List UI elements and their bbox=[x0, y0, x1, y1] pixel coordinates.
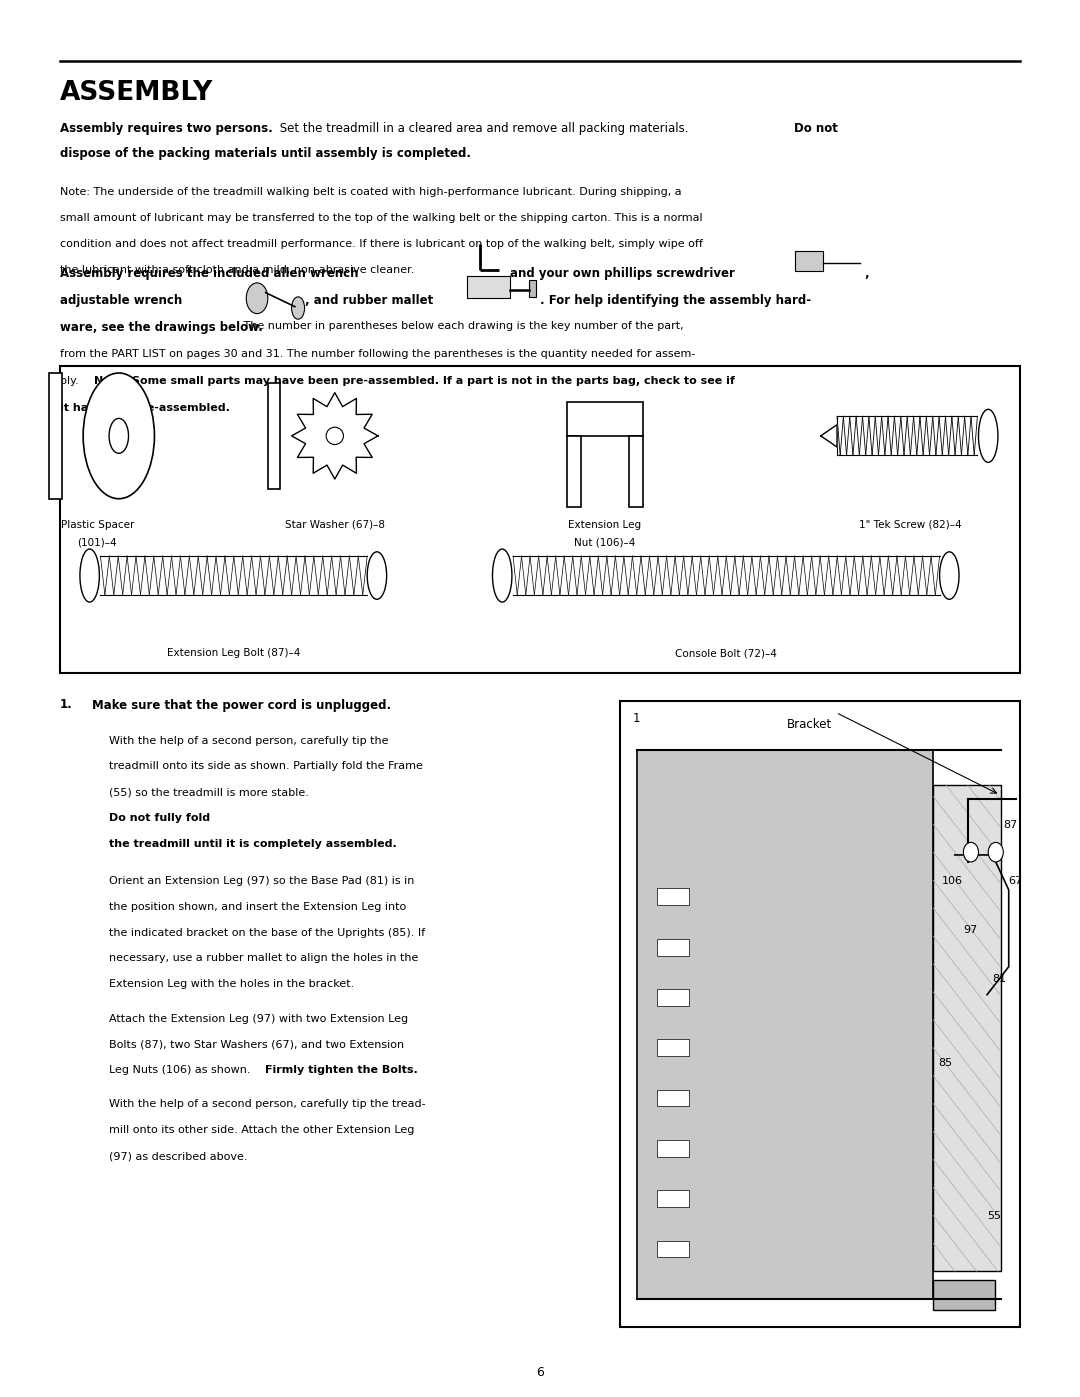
Circle shape bbox=[963, 842, 978, 862]
Text: Leg Nuts (106) as shown.: Leg Nuts (106) as shown. bbox=[108, 1066, 254, 1076]
Text: Plastic Spacer: Plastic Spacer bbox=[60, 520, 134, 529]
Text: Extension Leg: Extension Leg bbox=[568, 520, 642, 529]
Text: 97: 97 bbox=[963, 925, 977, 935]
Text: from the PART LIST on pages 30 and 31. The number following the parentheses is t: from the PART LIST on pages 30 and 31. T… bbox=[60, 348, 696, 359]
Bar bbox=[637, 750, 933, 1299]
Text: the position shown, and insert the Extension Leg into: the position shown, and insert the Exten… bbox=[108, 902, 406, 912]
Text: With the help of a second person, carefully tip the: With the help of a second person, carefu… bbox=[108, 736, 388, 746]
Ellipse shape bbox=[83, 373, 154, 499]
Ellipse shape bbox=[367, 552, 387, 599]
Text: 1.: 1. bbox=[60, 698, 72, 711]
Text: condition and does not affect treadmill performance. If there is lubricant on to: condition and does not affect treadmill … bbox=[60, 239, 703, 249]
Text: the lubricant with a soft cloth and a mild, non-abrasive cleaner.: the lubricant with a soft cloth and a mi… bbox=[60, 265, 415, 275]
Text: 1" Tek Screw (82)–4: 1" Tek Screw (82)–4 bbox=[859, 520, 961, 529]
Text: Console Bolt (72)–4: Console Bolt (72)–4 bbox=[675, 648, 778, 658]
Ellipse shape bbox=[109, 419, 129, 454]
Bar bbox=[657, 1190, 689, 1207]
Bar bbox=[60, 366, 1020, 673]
Ellipse shape bbox=[326, 427, 343, 444]
Text: 6: 6 bbox=[536, 1366, 544, 1379]
Circle shape bbox=[988, 842, 1003, 862]
Ellipse shape bbox=[292, 298, 305, 319]
Bar bbox=[629, 436, 643, 507]
Bar bbox=[467, 275, 510, 298]
Text: Bracket: Bracket bbox=[787, 718, 833, 731]
Text: Star Washer (67)–8: Star Washer (67)–8 bbox=[285, 520, 384, 529]
Ellipse shape bbox=[246, 282, 268, 313]
Text: Bolts (87), two Star Washers (67), and two Extension: Bolts (87), two Star Washers (67), and t… bbox=[108, 1039, 404, 1049]
Text: Note: Some small parts may have been pre-assembled. If a part is not in the part: Note: Some small parts may have been pre… bbox=[95, 376, 735, 386]
Bar bbox=[657, 1039, 689, 1056]
Text: With the help of a second person, carefully tip the tread-: With the help of a second person, carefu… bbox=[108, 1099, 426, 1109]
Text: Note: The underside of the treadmill walking belt is coated with high-performanc: Note: The underside of the treadmill wal… bbox=[60, 187, 681, 197]
Bar bbox=[933, 1280, 996, 1310]
Text: Firmly tighten the Bolts.: Firmly tighten the Bolts. bbox=[266, 1066, 418, 1076]
Text: . For help identifying the assembly hard-: . For help identifying the assembly hard… bbox=[540, 293, 811, 307]
Text: 67: 67 bbox=[1009, 876, 1023, 886]
Polygon shape bbox=[292, 393, 378, 479]
Text: mill onto its other side. Attach the other Extension Leg: mill onto its other side. Attach the oth… bbox=[108, 1126, 414, 1136]
Text: (55) so the treadmill is more stable.: (55) so the treadmill is more stable. bbox=[108, 788, 312, 798]
Text: Do not fully fold: Do not fully fold bbox=[108, 813, 210, 823]
Text: 106: 106 bbox=[942, 876, 962, 886]
Text: necessary, use a rubber mallet to align the holes in the: necessary, use a rubber mallet to align … bbox=[108, 954, 418, 964]
Ellipse shape bbox=[978, 409, 998, 462]
Text: treadmill onto its side as shown. Partially fold the Frame: treadmill onto its side as shown. Partia… bbox=[108, 761, 422, 771]
Text: Attach the Extension Leg (97) with two Extension Leg: Attach the Extension Leg (97) with two E… bbox=[108, 1014, 407, 1024]
Bar bbox=[268, 383, 280, 489]
Text: it has been pre-assembled.: it has been pre-assembled. bbox=[60, 402, 230, 414]
Ellipse shape bbox=[80, 549, 99, 602]
Text: Extension Leg with the holes in the bracket.: Extension Leg with the holes in the brac… bbox=[108, 979, 354, 989]
Text: Assembly requires two persons.: Assembly requires two persons. bbox=[60, 122, 272, 134]
Bar bbox=[567, 436, 581, 507]
Text: the treadmill until it is completely assembled.: the treadmill until it is completely ass… bbox=[108, 838, 396, 849]
Text: bly.: bly. bbox=[60, 376, 82, 386]
Text: Nut (106)–4: Nut (106)–4 bbox=[575, 538, 635, 548]
Text: and your own phillips screwdriver: and your own phillips screwdriver bbox=[510, 267, 734, 279]
Text: 85: 85 bbox=[939, 1058, 953, 1067]
Bar bbox=[620, 701, 1020, 1327]
Polygon shape bbox=[821, 425, 837, 447]
Text: ASSEMBLY: ASSEMBLY bbox=[60, 80, 214, 106]
Bar bbox=[567, 402, 643, 436]
Ellipse shape bbox=[940, 552, 959, 599]
Text: adjustable wrench: adjustable wrench bbox=[60, 293, 183, 307]
Text: , and rubber mallet: , and rubber mallet bbox=[305, 293, 433, 307]
Text: Extension Leg Bolt (87)–4: Extension Leg Bolt (87)–4 bbox=[167, 648, 300, 658]
Text: small amount of lubricant may be transferred to the top of the walking belt or t: small amount of lubricant may be transfe… bbox=[60, 214, 703, 224]
Text: the indicated bracket on the base of the Uprights (85). If: the indicated bracket on the base of the… bbox=[108, 928, 424, 937]
Text: 55: 55 bbox=[987, 1211, 1001, 1221]
Bar bbox=[795, 251, 823, 271]
Text: Assembly requires the included allen wrench: Assembly requires the included allen wre… bbox=[60, 267, 359, 279]
Bar bbox=[657, 989, 689, 1006]
Text: 87: 87 bbox=[1003, 820, 1017, 830]
Bar bbox=[657, 1241, 689, 1257]
Text: 81: 81 bbox=[993, 974, 1007, 983]
Bar bbox=[49, 373, 62, 499]
Text: ,: , bbox=[864, 267, 868, 279]
Text: Orient an Extension Leg (97) so the Base Pad (81) is in: Orient an Extension Leg (97) so the Base… bbox=[108, 876, 414, 886]
Text: (97) as described above.: (97) as described above. bbox=[108, 1151, 247, 1161]
Text: ware, see the drawings below.: ware, see the drawings below. bbox=[60, 321, 262, 334]
Text: (101)–4: (101)–4 bbox=[78, 538, 117, 548]
Text: 1: 1 bbox=[633, 712, 640, 725]
Text: dispose of the packing materials until assembly is completed.: dispose of the packing materials until a… bbox=[60, 147, 471, 161]
Bar bbox=[933, 785, 1000, 1271]
Bar bbox=[657, 939, 689, 956]
Ellipse shape bbox=[492, 549, 512, 602]
Text: The number in parentheses below each drawing is the key number of the part,: The number in parentheses below each dra… bbox=[240, 321, 684, 331]
Text: Make sure that the power cord is unplugged.: Make sure that the power cord is unplugg… bbox=[92, 698, 391, 711]
Bar bbox=[657, 1090, 689, 1106]
Bar bbox=[657, 888, 689, 905]
Text: Set the treadmill in a cleared area and remove all packing materials.: Set the treadmill in a cleared area and … bbox=[276, 122, 692, 134]
Text: Do not: Do not bbox=[794, 122, 838, 134]
Bar bbox=[529, 279, 536, 298]
Bar bbox=[657, 1140, 689, 1157]
